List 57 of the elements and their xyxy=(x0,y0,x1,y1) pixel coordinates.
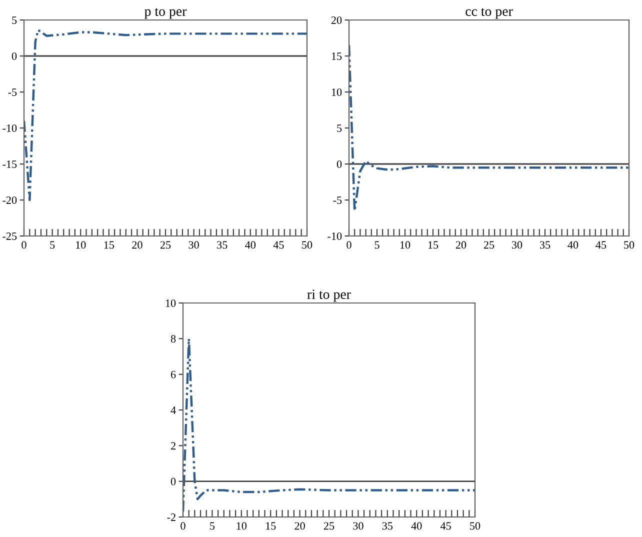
x-tick-label: 0 xyxy=(180,522,186,530)
chart-title: p to per xyxy=(144,8,187,19)
x-tick-label: 5 xyxy=(210,522,215,530)
x-tick-label: 0 xyxy=(22,241,26,249)
x-tick-label: 50 xyxy=(470,522,480,530)
x-tick-label: 35 xyxy=(217,241,228,249)
y-tick-label: 10 xyxy=(166,299,176,307)
x-tick-label: 15 xyxy=(104,241,114,249)
x-tick-label: 30 xyxy=(512,241,522,249)
y-tick-label: -5 xyxy=(333,196,342,204)
x-tick-label: 10 xyxy=(236,522,247,530)
x-tick-label: 35 xyxy=(382,522,393,530)
x-tick-label: 45 xyxy=(440,522,451,530)
x-tick-label: 30 xyxy=(188,241,199,249)
y-tick-label: 5 xyxy=(337,124,342,132)
y-tick-label: -20 xyxy=(2,196,17,204)
x-tick-label: 25 xyxy=(484,241,494,249)
x-tick-label: 45 xyxy=(596,241,606,249)
x-tick-label: 5 xyxy=(50,241,55,249)
x-tick-label: 50 xyxy=(302,241,312,249)
y-tick-label: -10 xyxy=(2,124,17,132)
y-tick-label: 2 xyxy=(170,442,176,450)
x-tick-label: 0 xyxy=(346,241,352,249)
y-tick-label: 15 xyxy=(332,52,342,60)
x-tick-label: 40 xyxy=(568,241,578,249)
y-tick-label: -5 xyxy=(8,88,17,96)
y-tick-label: 4 xyxy=(170,406,176,414)
y-tick-label: 0 xyxy=(170,478,176,486)
y-tick-label: 6 xyxy=(170,370,176,378)
y-tick-label: 10 xyxy=(332,88,342,96)
y-tick-label: 0 xyxy=(12,52,17,60)
x-tick-label: 45 xyxy=(273,241,284,249)
y-tick-label: -10 xyxy=(328,232,342,240)
y-tick-label: -15 xyxy=(2,160,17,168)
y-tick-label: 5 xyxy=(12,16,17,24)
x-tick-label: 20 xyxy=(456,241,466,249)
x-tick-label: 20 xyxy=(294,522,305,530)
x-tick-label: 40 xyxy=(411,522,422,530)
x-tick-label: 10 xyxy=(400,241,410,249)
x-tick-label: 15 xyxy=(266,522,276,530)
x-tick-label: 10 xyxy=(76,241,86,249)
x-tick-label: 25 xyxy=(160,241,171,249)
chart-title: cc to per xyxy=(466,8,513,19)
x-tick-label: 5 xyxy=(374,241,380,249)
x-tick-label: 30 xyxy=(353,522,364,530)
x-tick-label: 40 xyxy=(245,241,256,249)
x-tick-label: 15 xyxy=(428,241,438,249)
chart-title: ri to per xyxy=(307,290,351,302)
x-tick-label: 50 xyxy=(624,241,634,249)
y-tick-label: 20 xyxy=(331,16,342,24)
y-tick-label: -2 xyxy=(167,513,176,521)
x-tick-label: 25 xyxy=(324,522,334,530)
x-tick-label: 20 xyxy=(132,241,142,249)
x-tick-label: 35 xyxy=(540,241,550,249)
y-tick-label: 8 xyxy=(170,335,176,343)
y-tick-label: -25 xyxy=(2,232,17,240)
y-tick-label: 0 xyxy=(336,160,342,168)
